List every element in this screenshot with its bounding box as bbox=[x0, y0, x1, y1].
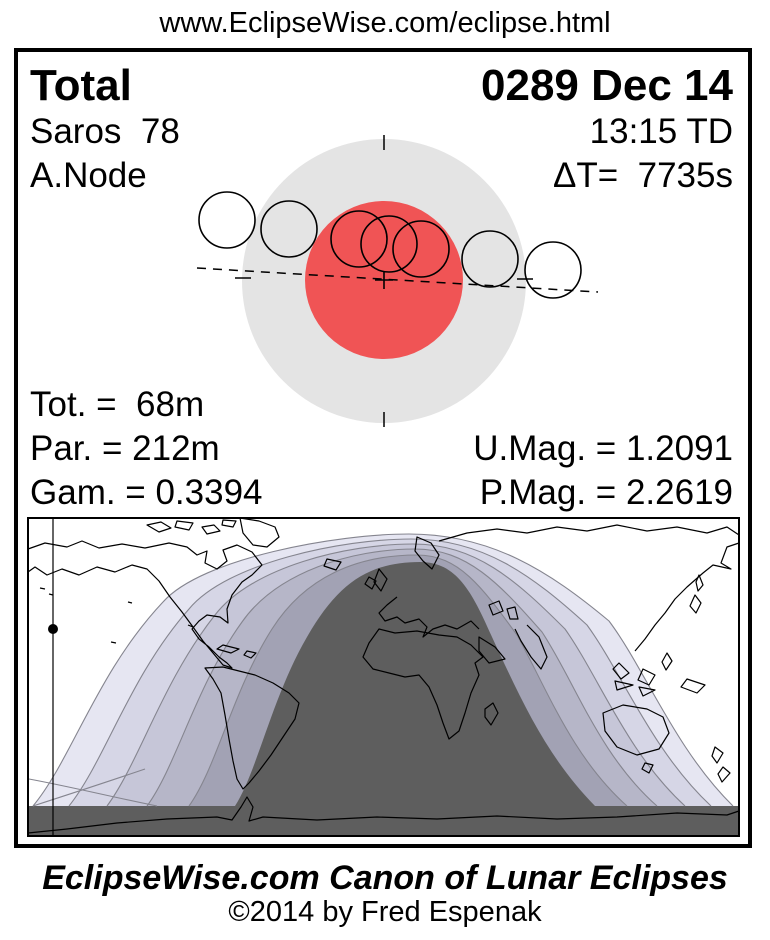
coast-south-america bbox=[204, 666, 300, 790]
coast-europe bbox=[378, 596, 480, 638]
gamma-value: Gam. = 0.3394 bbox=[30, 473, 263, 512]
contour-3 bbox=[106, 543, 686, 807]
eclipse-geometry-diagram bbox=[196, 135, 599, 427]
node-type-label: A.Node bbox=[30, 156, 147, 195]
delta-t-value: ΔT= 7735s bbox=[552, 156, 733, 195]
ocean-islands bbox=[39, 587, 194, 644]
coast-philippines bbox=[661, 652, 673, 671]
contour-4 bbox=[68, 538, 712, 807]
moon-contact-circle-p1 bbox=[198, 191, 256, 249]
moon-contact-circle-u2 bbox=[330, 210, 388, 268]
antarctic-night-strip bbox=[27, 806, 740, 837]
no-eclipse-dome bbox=[235, 562, 595, 806]
coast-madagascar bbox=[484, 702, 499, 726]
coast-africa bbox=[362, 628, 484, 740]
eclipse-date-label: 0289 Dec 14 bbox=[481, 61, 733, 110]
coast-new-zealand bbox=[711, 746, 731, 783]
eclipse-type-label: Total bbox=[30, 61, 132, 110]
moon-contact-circle-greatest bbox=[360, 215, 418, 273]
partiality-duration: Par. = 212m bbox=[30, 429, 220, 468]
coast-japan bbox=[689, 574, 704, 614]
contour-cross-b bbox=[32, 768, 146, 807]
contour-1 bbox=[188, 554, 628, 807]
contour-5 bbox=[32, 533, 734, 807]
map-border bbox=[27, 517, 740, 837]
sublunar-zenith-point bbox=[48, 624, 58, 634]
moon-contact-circle-p4 bbox=[524, 241, 582, 299]
greatest-eclipse-time: 13:15 TD bbox=[589, 112, 733, 151]
saros-series-label: Saros 78 bbox=[30, 112, 180, 151]
moon-path-circles bbox=[198, 191, 582, 299]
copyright-notice: ©2014 by Fred Espenak bbox=[228, 896, 542, 928]
coast-india bbox=[514, 624, 548, 670]
coastlines bbox=[27, 517, 740, 834]
coast-arabia bbox=[478, 636, 506, 664]
contour-cross-a bbox=[28, 778, 158, 807]
eclipse-visibility-map bbox=[27, 517, 740, 837]
coast-iceland bbox=[323, 558, 342, 571]
ecliptic-dashed-line bbox=[196, 267, 599, 293]
moon-contact-circle-u3 bbox=[392, 220, 450, 278]
coast-caribbean bbox=[216, 644, 257, 659]
coast-antarctica bbox=[27, 796, 740, 834]
coast-caspian-black-sea bbox=[488, 600, 519, 620]
coast-greenland bbox=[239, 517, 280, 548]
site-url-text: www.EclipseWise.com/eclipse.html bbox=[159, 7, 611, 39]
coast-british-isles bbox=[364, 568, 388, 592]
canon-title: EclipseWise.com Canon of Lunar Eclipses bbox=[42, 859, 728, 897]
moon-contact-circle-u1 bbox=[260, 200, 318, 258]
penumbral-magnitude: P.Mag. = 2.2619 bbox=[479, 473, 733, 512]
moon-contact-circle-u4 bbox=[461, 230, 519, 288]
coast-indonesia bbox=[612, 662, 706, 697]
eclipse-data-panel: Total 0289 Dec 14 Saros 78 13:15 TD A.No… bbox=[14, 48, 752, 848]
coast-scandinavia bbox=[414, 536, 440, 570]
coast-australia bbox=[602, 704, 670, 774]
totality-duration: Tot. = 68m bbox=[30, 385, 205, 424]
coast-arctic-islands bbox=[146, 519, 237, 535]
shadow-center-cross bbox=[375, 271, 393, 289]
umbral-magnitude: U.Mag. = 1.2091 bbox=[473, 429, 733, 468]
coast-asia-north bbox=[438, 524, 740, 542]
coast-north-america bbox=[27, 540, 263, 669]
visibility-contour-lines bbox=[28, 533, 734, 807]
coast-asia-east bbox=[634, 542, 740, 652]
penumbra-cardinal-ticks bbox=[235, 135, 533, 427]
